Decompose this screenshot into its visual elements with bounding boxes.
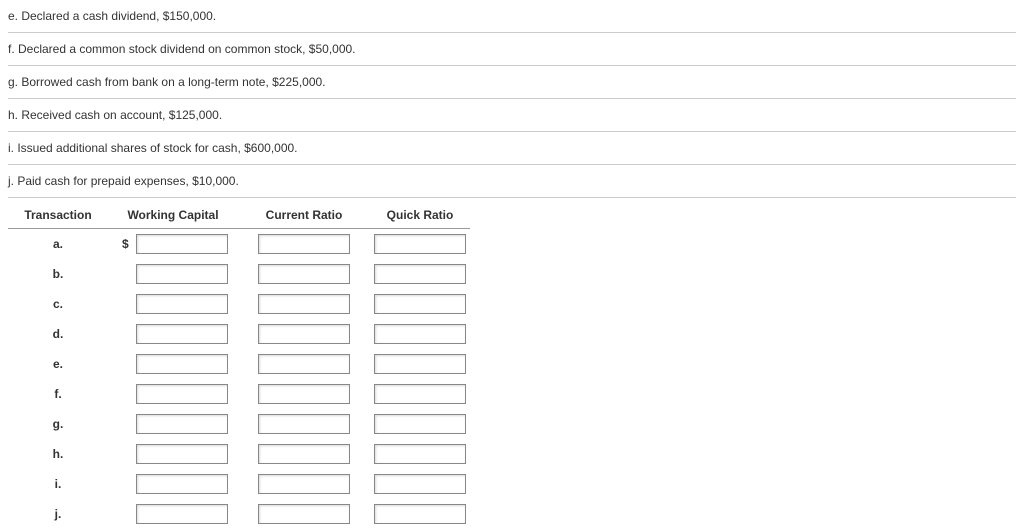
table-row: e. [8,349,470,379]
wc-input-a[interactable] [136,234,228,254]
row-label-h: h. [8,439,108,469]
wc-input-i[interactable] [136,474,228,494]
qr-input-i[interactable] [374,474,466,494]
row-label-c: c. [8,289,108,319]
table-row: j. [8,499,470,529]
wc-input-j[interactable] [136,504,228,524]
wc-input-b[interactable] [136,264,228,284]
qr-input-d[interactable] [374,324,466,344]
qr-input-a[interactable] [374,234,466,254]
dollar-sign: $ [122,237,129,251]
qr-input-g[interactable] [374,414,466,434]
row-label-f: f. [8,379,108,409]
statement-i: i. Issued additional shares of stock for… [8,132,1016,165]
cr-input-e[interactable] [258,354,350,374]
wc-cell-a: $ [108,229,238,260]
qr-input-j[interactable] [374,504,466,524]
cr-input-i[interactable] [258,474,350,494]
wc-input-h[interactable] [136,444,228,464]
cr-input-c[interactable] [258,294,350,314]
row-label-g: g. [8,409,108,439]
ratio-table-wrap: Transaction Working Capital Current Rati… [0,202,1024,529]
ratio-table: Transaction Working Capital Current Rati… [8,202,470,529]
cr-input-g[interactable] [258,414,350,434]
wc-input-d[interactable] [136,324,228,344]
cr-input-d[interactable] [258,324,350,344]
wc-input-f[interactable] [136,384,228,404]
qr-input-c[interactable] [374,294,466,314]
qr-input-h[interactable] [374,444,466,464]
cr-input-b[interactable] [258,264,350,284]
statements-list: e. Declared a cash dividend, $150,000. f… [0,0,1024,198]
table-row: c. [8,289,470,319]
cr-input-j[interactable] [258,504,350,524]
statement-j: j. Paid cash for prepaid expenses, $10,0… [8,165,1016,198]
statement-f: f. Declared a common stock dividend on c… [8,33,1016,66]
table-row: d. [8,319,470,349]
cr-input-h[interactable] [258,444,350,464]
table-row: g. [8,409,470,439]
col-header-transaction: Transaction [8,202,108,229]
statement-g: g. Borrowed cash from bank on a long-ter… [8,66,1016,99]
table-header-row: Transaction Working Capital Current Rati… [8,202,470,229]
cr-input-f[interactable] [258,384,350,404]
row-label-j: j. [8,499,108,529]
statement-h: h. Received cash on account, $125,000. [8,99,1016,132]
col-header-current-ratio: Current Ratio [254,202,354,229]
wc-input-c[interactable] [136,294,228,314]
table-row: f. [8,379,470,409]
table-row: h. [8,439,470,469]
statement-e: e. Declared a cash dividend, $150,000. [8,0,1016,33]
qr-input-e[interactable] [374,354,466,374]
col-spacer-2 [354,202,370,229]
row-label-a: a. [8,229,108,260]
row-label-b: b. [8,259,108,289]
qr-input-f[interactable] [374,384,466,404]
table-row: i. [8,469,470,499]
wc-input-g[interactable] [136,414,228,434]
row-label-d: d. [8,319,108,349]
table-row: b. [8,259,470,289]
table-row: a. $ [8,229,470,260]
col-spacer-1 [238,202,254,229]
col-header-working-capital: Working Capital [108,202,238,229]
table-body: a. $ b. c. d. [8,229,470,529]
cr-input-a[interactable] [258,234,350,254]
wc-input-e[interactable] [136,354,228,374]
col-header-quick-ratio: Quick Ratio [370,202,470,229]
row-label-i: i. [8,469,108,499]
row-label-e: e. [8,349,108,379]
qr-input-b[interactable] [374,264,466,284]
